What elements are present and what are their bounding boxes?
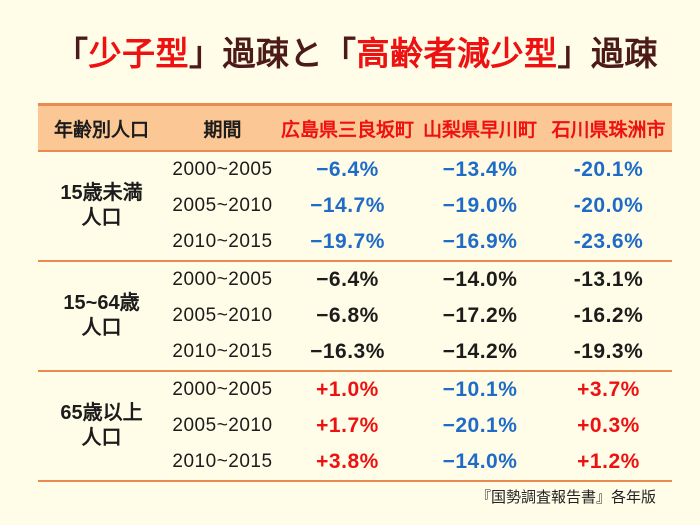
value-cell: -19.3%: [573, 340, 644, 363]
value-cell: −6.4%: [316, 158, 379, 181]
col-header-age-group: 年齢別人口: [53, 119, 149, 141]
population-change-table: 年齢別人口 期間 広島県三良坂町 山梨県早川町 石川県珠洲市 15歳未満 人口 …: [38, 103, 672, 482]
value-cell: −19.0%: [442, 194, 518, 217]
value-cell: −20.1%: [442, 414, 518, 437]
period-cell: 2005~2010: [172, 305, 273, 326]
col-header-yamanashi-hayakawa: 山梨県早川町: [422, 119, 537, 141]
value-cell: -23.6%: [573, 230, 644, 253]
page-title: 「少子型」過疎と「高齢者減少型」過疎: [55, 27, 658, 75]
title-middle: 」過疎と「: [189, 35, 357, 72]
value-cell: −6.4%: [316, 268, 379, 291]
age-group-15-64: 15~64歳 人口 2000~2005 −6.4% −14.0% -13.1% …: [38, 262, 672, 372]
title-tail: 」過疎: [557, 35, 658, 72]
age-label-line2: 人口: [81, 427, 122, 449]
source-citation: 『国勢調査報告書』各年版: [475, 489, 656, 506]
age-label-line2: 人口: [81, 317, 122, 339]
value-cell: −14.2%: [442, 340, 518, 363]
value-cell: +1.7%: [316, 414, 379, 437]
value-cell: +1.2%: [577, 450, 640, 473]
period-cell: 2000~2005: [172, 159, 273, 180]
age-label-line1: 15~64歳: [63, 292, 140, 314]
age-group-65-plus: 65歳以上 人口 2000~2005 +1.0% −10.1% +3.7% 20…: [38, 372, 672, 482]
value-cell: -20.0%: [573, 194, 644, 217]
age-group-label: 15~64歳 人口: [38, 291, 165, 341]
age-label-line1: 65歳以上: [60, 402, 143, 424]
value-cell: −19.7%: [310, 230, 385, 253]
table-header-row: 年齢別人口 期間 広島県三良坂町 山梨県早川町 石川県珠洲市: [38, 103, 672, 152]
col-header-hiroshima-mirasaka: 広島県三良坂町: [280, 119, 414, 141]
value-cell: −14.7%: [310, 194, 385, 217]
age-label-line1: 15歳未満: [60, 182, 143, 204]
period-cell: 2010~2015: [172, 231, 273, 252]
value-cell: -20.1%: [573, 158, 644, 181]
value-cell: +3.7%: [577, 378, 640, 401]
title-term-shoshi: 少子型: [88, 35, 189, 72]
col-header-period: 期間: [203, 119, 242, 141]
period-cell: 2000~2005: [172, 269, 273, 290]
value-cell: -16.2%: [573, 304, 644, 327]
age-group-label: 15歳未満 人口: [38, 181, 165, 231]
period-cell: 2010~2015: [172, 451, 273, 472]
col-header-ishikawa-suzu: 石川県珠洲市: [551, 119, 666, 141]
value-cell: −14.0%: [442, 268, 518, 291]
value-cell: −16.9%: [442, 230, 518, 253]
period-cell: 2000~2005: [172, 379, 273, 400]
title-term-koureisha: 高齢者減少型: [356, 35, 558, 72]
value-cell: −17.2%: [442, 304, 518, 327]
title-bracket-open: 「: [55, 35, 89, 72]
value-cell: -13.1%: [573, 268, 644, 291]
value-cell: +3.8%: [316, 450, 379, 473]
value-cell: +0.3%: [577, 414, 640, 437]
value-cell: +1.0%: [316, 378, 379, 401]
value-cell: −14.0%: [442, 450, 518, 473]
age-label-line2: 人口: [81, 207, 122, 229]
value-cell: −13.4%: [442, 158, 518, 181]
value-cell: −16.3%: [310, 340, 385, 363]
age-group-label: 65歳以上 人口: [38, 401, 165, 451]
period-cell: 2005~2010: [172, 415, 273, 436]
period-cell: 2005~2010: [172, 195, 273, 216]
value-cell: −10.1%: [442, 378, 518, 401]
value-cell: −6.8%: [316, 304, 379, 327]
age-group-under-15: 15歳未満 人口 2000~2005 −6.4% −13.4% -20.1% 2…: [38, 152, 672, 262]
period-cell: 2010~2015: [172, 341, 273, 362]
